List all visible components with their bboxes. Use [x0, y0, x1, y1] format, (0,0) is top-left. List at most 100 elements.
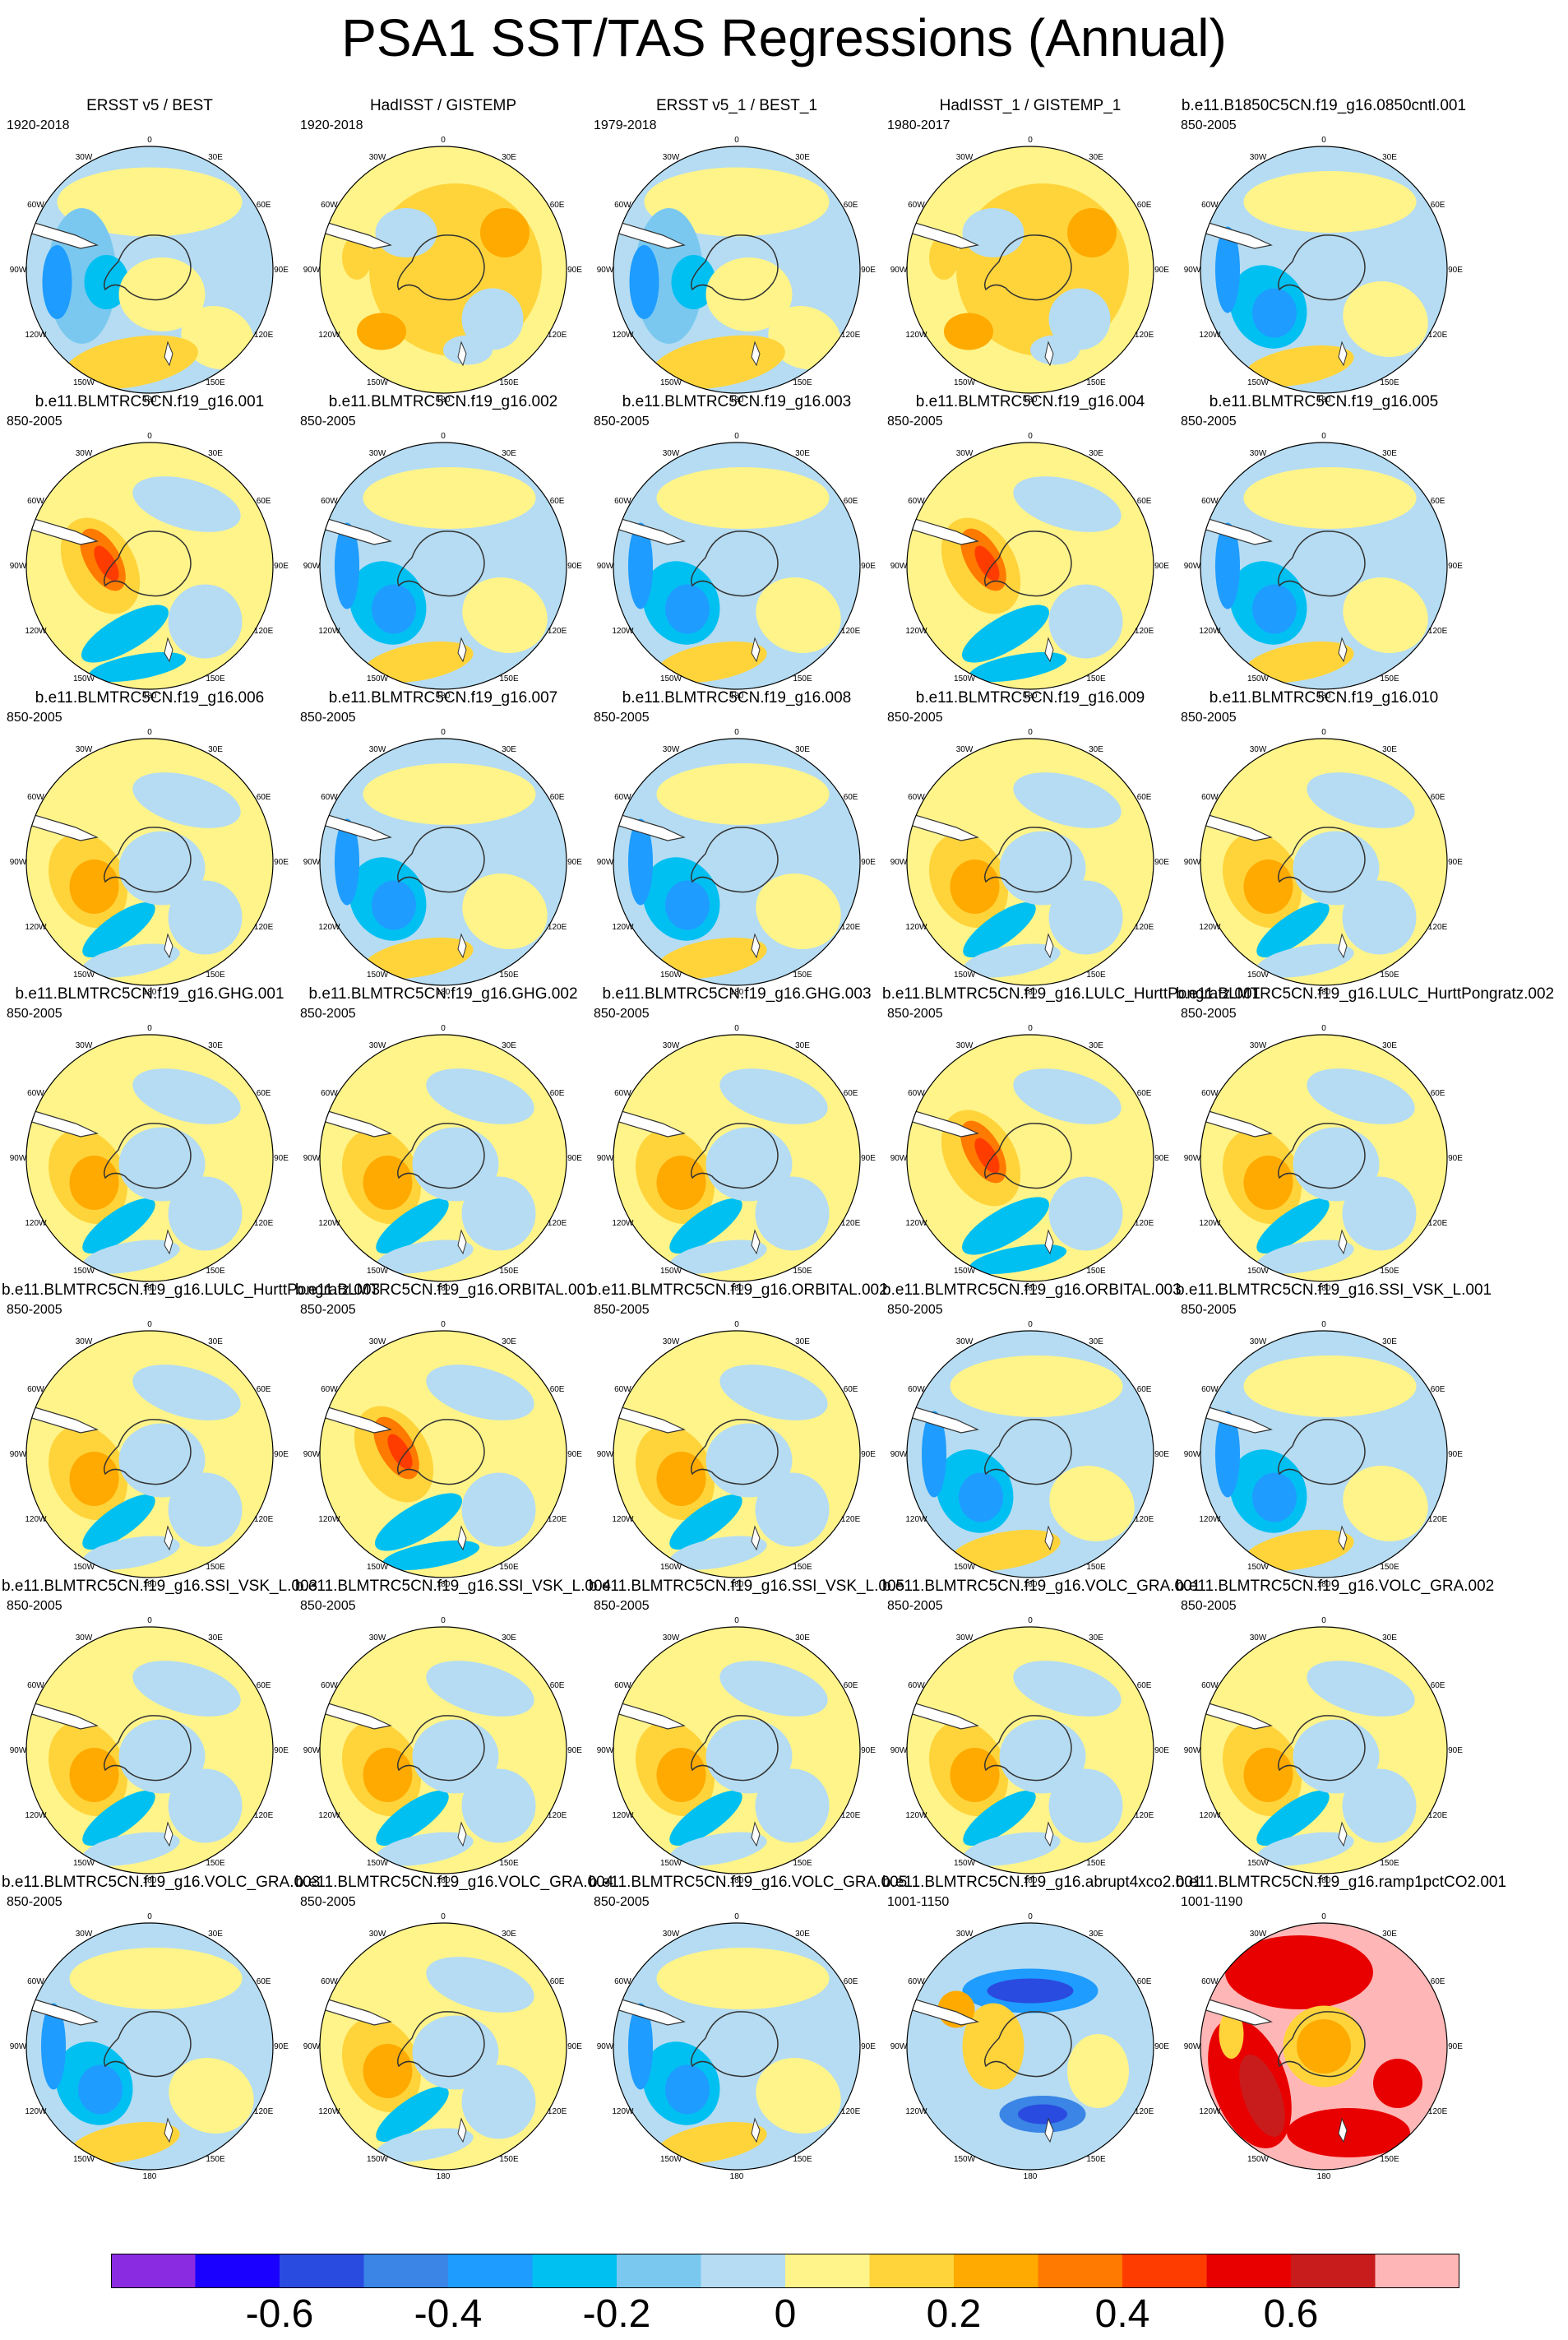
- longitude-label: 60E: [1431, 793, 1445, 802]
- longitude-label: 30E: [208, 449, 223, 458]
- panel-title: b.e11.BLMTRC5CN.f19_g16.007: [328, 689, 558, 707]
- anomaly-contour: [168, 584, 243, 659]
- longitude-label: 0: [734, 1320, 739, 1329]
- south-america-coastline: [613, 812, 686, 841]
- longitude-label: 30W: [663, 449, 680, 458]
- south-america-coastline: [1200, 220, 1273, 249]
- colorbar-tick-label: 0.6: [1263, 2292, 1319, 2336]
- longitude-label: 90W: [597, 858, 614, 867]
- map-panel: b.e11.BLMTRC5CN.f19_g16.004 850-2005 0 30E 6…: [882, 393, 1178, 710]
- map-boundary: [1200, 1922, 1448, 2171]
- longitude-label: 30W: [663, 1930, 680, 1939]
- polar-map: 0 30E 60E 90E 120E 150E 180 150W 120W 90W 60W 30W: [2, 114, 298, 414]
- map-boundary: [1200, 1330, 1448, 1578]
- africa-coastline: [525, 1923, 547, 1948]
- africa-coastline: [525, 1627, 547, 1652]
- africa-coastline: [1112, 1627, 1134, 1652]
- africa-coastline: [231, 146, 253, 172]
- map-panel: b.e11.BLMTRC5CN.f19_g16.LULC_HurttPongra…: [882, 985, 1260, 1302]
- longitude-label: 30E: [795, 153, 810, 162]
- south-america-coastline: [907, 1700, 979, 1730]
- anomaly-contour: [1215, 1411, 1240, 1498]
- longitude-label: 0: [441, 1320, 446, 1329]
- longitude-label: 150W: [1247, 971, 1270, 980]
- longitude-label: 60W: [614, 1977, 631, 1986]
- new-zealand-coastline: [457, 341, 467, 367]
- africa-coastline: [231, 1331, 253, 1356]
- panel-period: 1920-2018: [300, 118, 363, 132]
- africa-coastline: [1405, 1627, 1427, 1652]
- longitude-label: 180: [1317, 1580, 1331, 1589]
- anomaly-contour: [88, 651, 187, 683]
- anomaly-contour: [959, 1472, 1003, 1522]
- map-panel: b.e11.BLMTRC5CN.f19_g16.GHG.003 850-2005 0…: [589, 985, 885, 1302]
- anomaly-contour: [64, 335, 198, 390]
- antarctica-coastline: [984, 1123, 1072, 1189]
- longitude-label: 0: [1321, 136, 1326, 145]
- anomaly-contour: [628, 522, 653, 609]
- panel-title: b.e11.BLMTRC5CN.f19_g16.VOLC_GRA.001: [882, 1578, 1201, 1595]
- panel-period: 850-2005: [887, 415, 943, 429]
- map-panel: b.e11.BLMTRC5CN.f19_g16.GHG.001 850-2005 0…: [2, 985, 298, 1302]
- longitude-label: 90W: [890, 266, 908, 275]
- longitude-label: 30W: [1250, 153, 1267, 162]
- longitude-label: 90W: [1184, 562, 1201, 571]
- map-boundary: [1200, 146, 1448, 394]
- panel-title: b.e11.BLMTRC5CN.f19_g16.001: [35, 393, 265, 410]
- anomaly-contour: [69, 860, 119, 914]
- south-america-coastline: [1200, 812, 1273, 841]
- longitude-label: 60W: [27, 1977, 44, 1986]
- longitude-label: 150E: [1380, 1859, 1399, 1868]
- longitude-label: 60W: [614, 793, 631, 802]
- longitude-label: 150W: [367, 378, 389, 387]
- longitude-label: 150E: [793, 378, 812, 387]
- longitude-label: 90E: [274, 1746, 289, 1755]
- polar-map: 0 30E 60E 90E 120E 150E 180 150W 120W 90W 60W 30W: [295, 1002, 591, 1302]
- anomaly-contour: [1256, 1240, 1354, 1274]
- new-zealand-coastline: [751, 341, 761, 367]
- anomaly-contour: [944, 313, 993, 350]
- longitude-label: 60W: [908, 497, 925, 506]
- colorbar-swatch: [1206, 2254, 1292, 2288]
- polar-map: 0 30E 60E 90E 120E 150E 180 150W 120W 90W 60W 30W: [2, 1298, 298, 1598]
- map-panel: b.e11.BLMTRC5CN.f19_g16.GHG.002 850-2005 0…: [295, 985, 591, 1302]
- longitude-label: 120E: [1428, 2107, 1448, 2116]
- panel-period: 850-2005: [1181, 1599, 1237, 1613]
- longitude-label: 90W: [890, 858, 908, 867]
- longitude-label: 150W: [954, 971, 976, 980]
- anomaly-contour: [974, 1138, 1000, 1174]
- longitude-label: 150W: [660, 2155, 682, 2164]
- longitude-label: 90E: [1154, 266, 1169, 275]
- longitude-label: 90E: [1154, 1746, 1169, 1755]
- south-america-coastline: [320, 220, 392, 249]
- panel-period: 850-2005: [7, 1303, 62, 1317]
- map-panel: b.e11.BLMTRC5CN.f19_g16.ramp1pctCO2.001 1…: [1176, 1874, 1506, 2190]
- colorbar-swatch: [195, 2254, 280, 2288]
- colorbar-swatch: [363, 2254, 449, 2288]
- south-america-coastline: [907, 1404, 979, 1434]
- anomaly-contour: [132, 772, 241, 828]
- longitude-label: 150E: [499, 674, 519, 683]
- longitude-label: 90E: [567, 266, 582, 275]
- longitude-label: 120W: [905, 331, 927, 340]
- map-panel: ERSST v5 / BEST 1920-2018 0 30E 60E 90E 120E 15…: [2, 97, 298, 414]
- longitude-label: 150E: [206, 1267, 225, 1276]
- longitude-label: 0: [734, 1024, 739, 1033]
- map-boundary: [319, 738, 567, 986]
- south-america-coastline: [26, 1700, 99, 1730]
- africa-coastline: [1405, 1035, 1427, 1060]
- new-zealand-coastline: [164, 637, 173, 663]
- longitude-label: 90W: [890, 2042, 908, 2051]
- longitude-label: 150W: [73, 971, 95, 980]
- polar-map: 0 30E 60E 90E 120E 150E 180 150W 120W 90W 60W 30W: [1176, 706, 1472, 1006]
- antarctica-coastline: [691, 1715, 779, 1782]
- anomaly-contour: [657, 937, 767, 980]
- longitude-label: 120W: [318, 2107, 340, 2116]
- longitude-label: 30W: [76, 1633, 93, 1643]
- africa-coastline: [818, 1923, 840, 1948]
- south-america-coastline: [613, 1700, 686, 1730]
- longitude-label: 30W: [663, 1337, 680, 1346]
- map-panel: b.e11.BLMTRC5CN.f19_g16.005 850-2005 0 30E 6…: [1176, 393, 1472, 710]
- longitude-label: 60E: [257, 1977, 271, 1986]
- antarctica-coastline: [104, 827, 192, 893]
